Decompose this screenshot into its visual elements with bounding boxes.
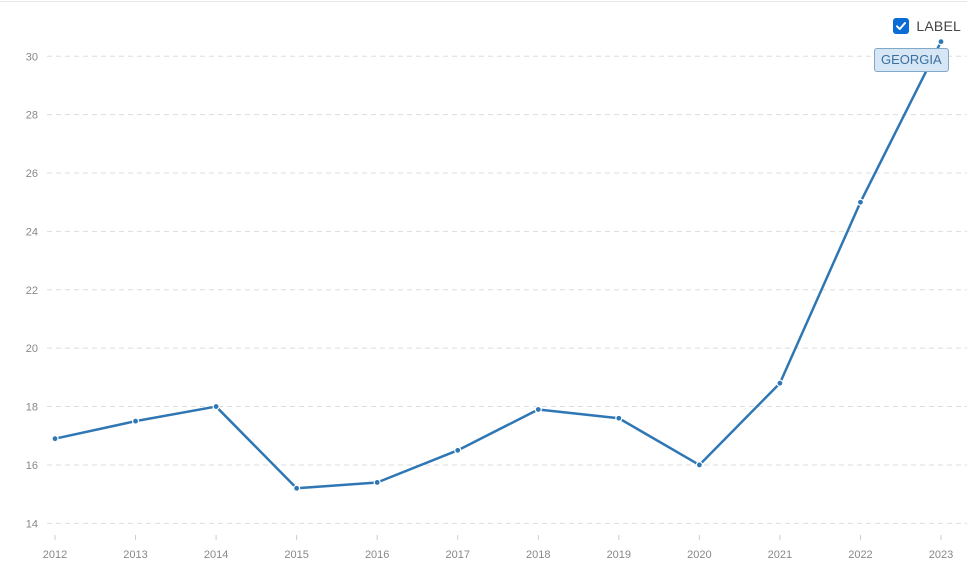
label-toggle-text: LABEL (916, 18, 961, 34)
x-axis: 2012 2013 2014 2015 2016 2017 2018 2019 2020 2021… (43, 535, 953, 561)
y-tick-label: 26 (26, 168, 38, 180)
data-point-2019[interactable] (615, 414, 623, 422)
gridlines (47, 55, 967, 524)
data-point-2020[interactable] (695, 461, 703, 469)
label-checkbox[interactable] (893, 18, 910, 34)
x-tick-label: 2020 (687, 549, 711, 561)
x-tick-label: 2023 (929, 549, 953, 561)
x-tick-label: 2018 (526, 549, 550, 561)
data-point-2013[interactable] (131, 417, 140, 425)
x-tick-label: 2021 (768, 549, 792, 561)
data-point-2015[interactable] (293, 484, 301, 492)
data-point-2017[interactable] (454, 446, 462, 454)
data-point-2021[interactable] (776, 379, 784, 387)
series-label-georgia: GEORGIA (874, 48, 949, 72)
y-tick-label: 30 (26, 51, 38, 63)
y-tick-label: 16 (26, 460, 38, 472)
x-tick-label: 2017 (445, 549, 469, 561)
data-point-2016[interactable] (373, 478, 381, 487)
x-tick-label: 2014 (204, 549, 228, 561)
x-tick-label: 2012 (43, 549, 67, 561)
y-tick-label: 20 (26, 343, 38, 355)
series-line (53, 40, 943, 490)
x-tick-label: 2019 (607, 549, 631, 561)
y-tick-label: 28 (26, 110, 38, 122)
x-tick-label: 2016 (365, 549, 389, 561)
checkmark-icon (896, 22, 907, 30)
y-axis: 14 16 18 20 22 24 26 28 30 (26, 51, 38, 530)
y-tick-label: 18 (26, 402, 38, 414)
x-tick-label: 2013 (123, 549, 147, 561)
data-point-2023[interactable] (937, 38, 945, 46)
x-tick-label: 2015 (284, 549, 308, 561)
y-tick-label: 22 (26, 285, 38, 297)
series-georgia (51, 38, 945, 492)
legend: LABEL (893, 18, 961, 34)
y-tick-label: 14 (26, 518, 38, 530)
data-point-2012[interactable] (51, 435, 59, 443)
x-tick-label: 2022 (848, 549, 872, 561)
data-point-2018[interactable] (534, 405, 542, 414)
data-point-2014[interactable] (212, 402, 220, 411)
y-tick-label: 24 (26, 226, 38, 238)
data-point-2022[interactable] (856, 198, 865, 206)
top-border (0, 1, 967, 2)
